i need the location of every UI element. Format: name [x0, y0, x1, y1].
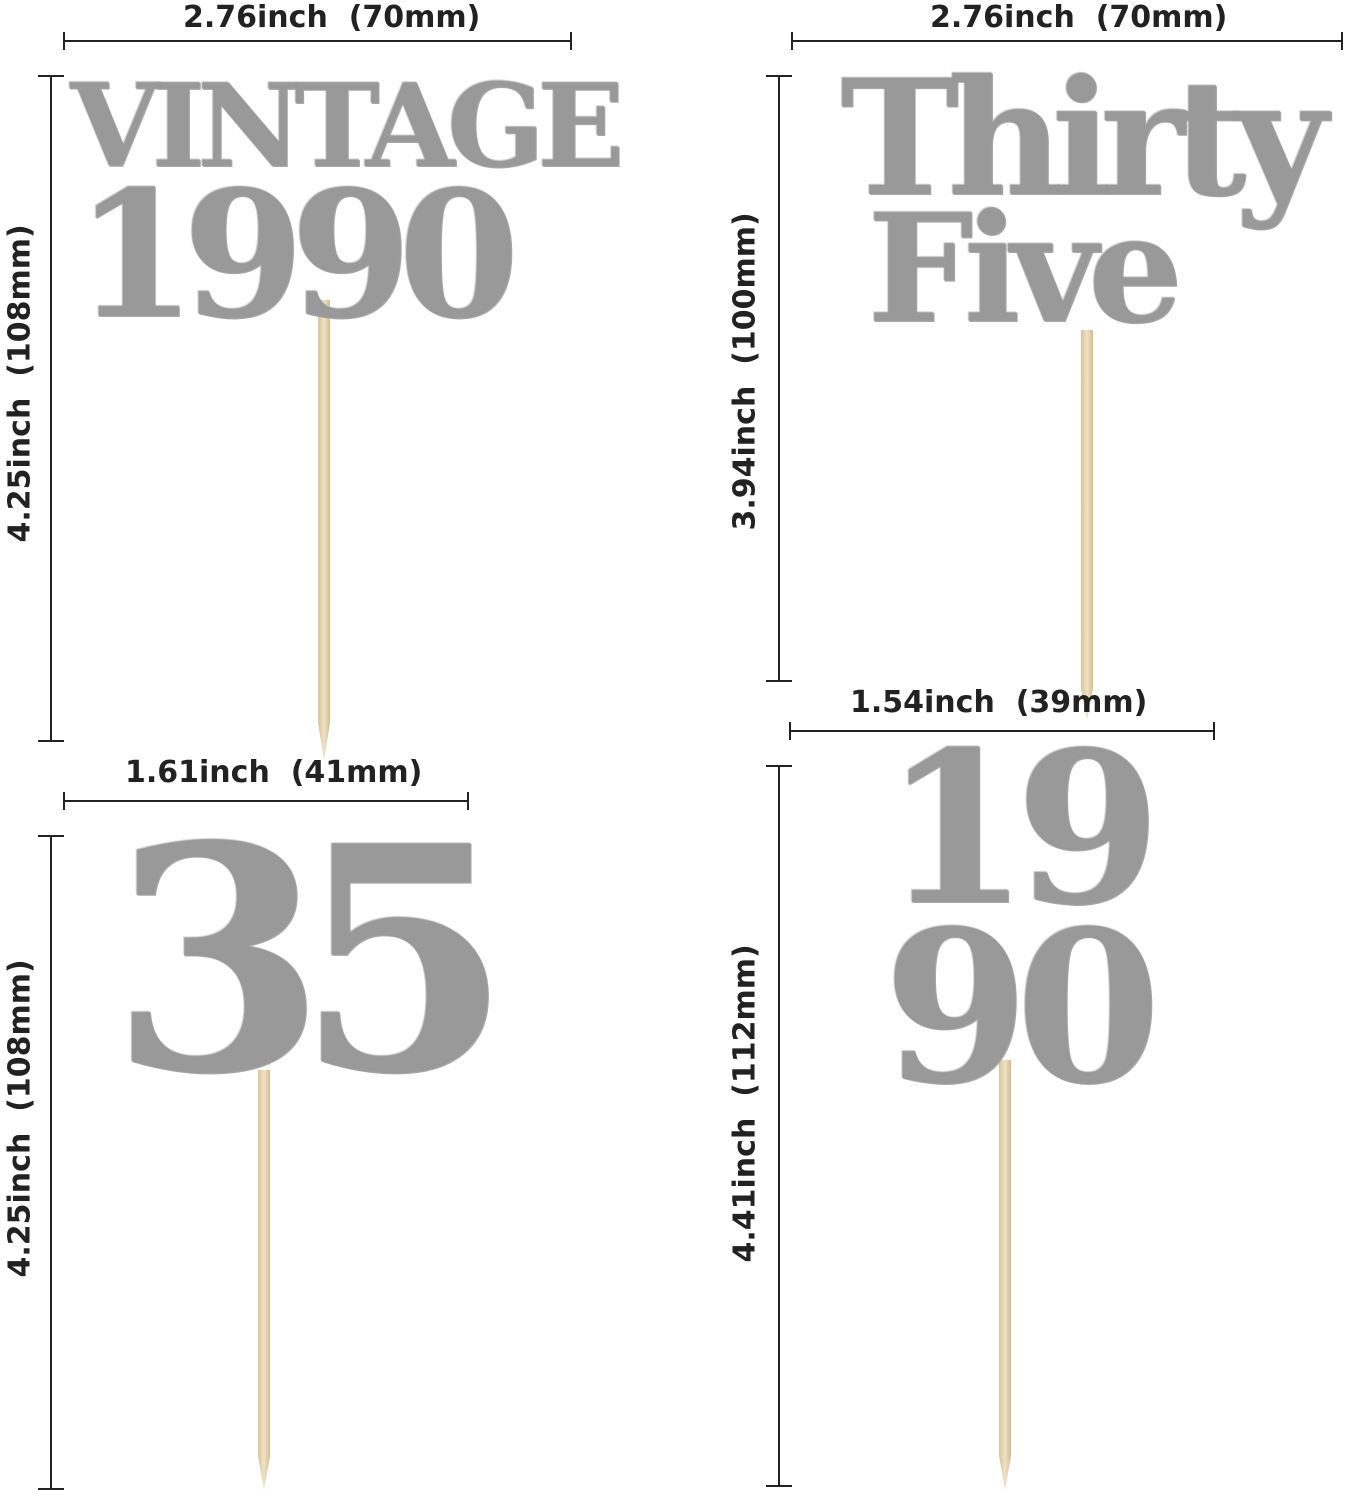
- width-line-35: [63, 792, 469, 810]
- width-line-1990: [789, 722, 1215, 740]
- height-line-thirty-five: [766, 75, 792, 682]
- stick-vintage: [318, 300, 330, 760]
- height-line-vintage: [38, 75, 64, 742]
- height-label-thirty-five: 3.94inch (100mm): [727, 212, 763, 531]
- topper-thirty-five: Thirty Five: [840, 44, 1327, 344]
- width-label-thirty-five: 2.76inch (70mm): [930, 0, 1228, 35]
- width-label-vintage: 2.76inch (70mm): [183, 0, 481, 35]
- width-line-thirty-five: [791, 32, 1343, 50]
- topper-text: 1990: [74, 152, 519, 358]
- stick-1990: [999, 1060, 1011, 1490]
- topper-text: VINTAGE: [70, 59, 625, 194]
- topper-text: Five: [866, 181, 1183, 357]
- topper-text: 90: [882, 883, 1161, 1131]
- topper-35: 35: [110, 779, 511, 1143]
- width-line-vintage: [63, 32, 572, 50]
- stick-thirty-five: [1081, 330, 1093, 720]
- topper-19-90: 19 90: [870, 705, 1161, 1131]
- topper-vintage-1990: VINTAGE 1990: [70, 59, 625, 342]
- width-label-1990: 1.54inch (39mm): [850, 685, 1148, 720]
- stick-35: [258, 1070, 270, 1490]
- topper-text: 19: [882, 705, 1161, 952]
- width-label-35: 1.61inch (41mm): [125, 755, 423, 790]
- height-line-1990: [766, 765, 792, 1487]
- height-label-1990: 4.41inch (112mm): [727, 944, 763, 1263]
- topper-text: 35: [110, 779, 511, 1143]
- height-label-35: 4.25inch (108mm): [2, 959, 38, 1278]
- height-line-35: [38, 835, 64, 1490]
- topper-text: Thirty: [840, 44, 1327, 232]
